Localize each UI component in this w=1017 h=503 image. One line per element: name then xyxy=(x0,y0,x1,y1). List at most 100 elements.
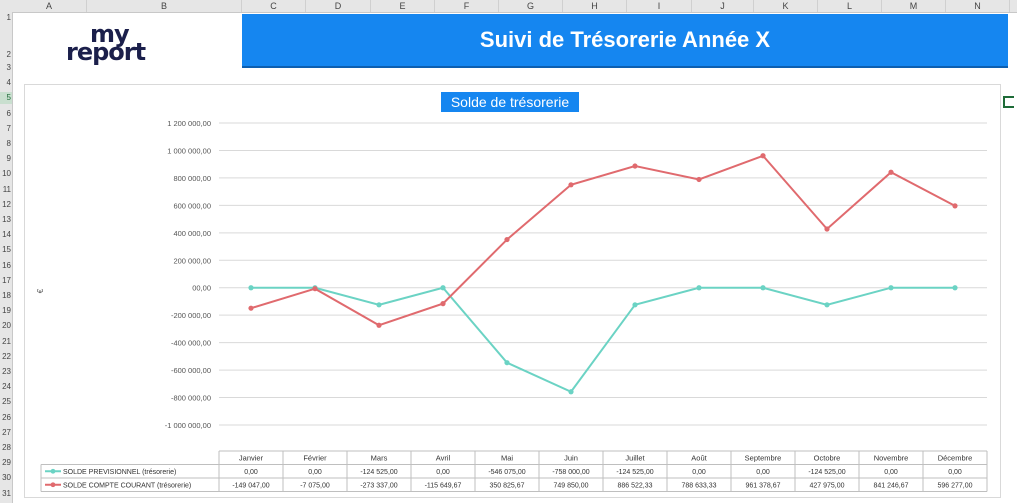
data-point xyxy=(312,286,318,292)
row-header-31[interactable]: 31 xyxy=(2,488,11,498)
column-header-c[interactable]: C xyxy=(242,0,306,12)
data-point xyxy=(952,203,958,209)
row-header-5[interactable]: 5 xyxy=(0,92,12,105)
column-header-b[interactable]: B xyxy=(87,0,242,12)
data-point xyxy=(376,302,382,308)
y-tick-label: -600 000,00 xyxy=(171,366,211,375)
data-table-value: 350 825,67 xyxy=(489,483,524,490)
data-point xyxy=(632,163,638,169)
data-table-value: -273 337,00 xyxy=(360,483,397,490)
row-header-24[interactable]: 24 xyxy=(2,382,11,392)
page-title-banner: Suivi de Trésorerie Année X xyxy=(242,14,1008,68)
data-table-value: -546 075,00 xyxy=(488,469,525,476)
x-category-label: Octobre xyxy=(814,454,841,463)
row-header-3[interactable]: 3 xyxy=(6,63,11,72)
chart-title-background xyxy=(441,92,579,112)
column-header-e[interactable]: E xyxy=(371,0,435,12)
row-header-7[interactable]: 7 xyxy=(6,123,11,133)
row-header-1[interactable]: 1 xyxy=(6,13,11,22)
row-header-18[interactable]: 18 xyxy=(2,291,11,300)
data-table-value: 749 850,00 xyxy=(553,483,588,490)
x-category-label: Janvier xyxy=(239,454,264,463)
data-table-value: 961 378,67 xyxy=(745,483,780,490)
column-header-l[interactable]: L xyxy=(818,0,882,12)
column-header-j[interactable]: J xyxy=(692,0,754,12)
row-header-27[interactable]: 27 xyxy=(2,427,11,437)
data-table-value: -7 075,00 xyxy=(300,483,330,490)
x-category-label: Septembre xyxy=(745,454,782,463)
data-table-value: 0,00 xyxy=(692,469,706,476)
data-point xyxy=(824,226,830,232)
data-table-value: 0,00 xyxy=(948,469,962,476)
selected-cell-indicator xyxy=(1003,96,1014,108)
row-header-25[interactable]: 25 xyxy=(2,397,11,407)
x-category-label: Juillet xyxy=(625,454,645,463)
data-point xyxy=(568,182,574,188)
y-tick-label: 200 000,00 xyxy=(173,256,211,265)
data-point xyxy=(440,285,446,291)
data-table-value: -124 525,00 xyxy=(616,469,653,476)
data-point xyxy=(248,305,254,311)
data-point xyxy=(696,285,702,291)
row-header-22[interactable]: 22 xyxy=(2,351,11,361)
y-tick-label: 600 000,00 xyxy=(173,201,211,210)
x-category-label: Décembre xyxy=(938,454,973,463)
column-header-d[interactable]: D xyxy=(306,0,371,12)
logo-text-line2: report xyxy=(66,38,146,66)
data-table-value: 0,00 xyxy=(244,469,258,476)
row-header-29[interactable]: 29 xyxy=(2,458,11,468)
column-header-a[interactable]: A xyxy=(12,0,87,12)
column-header-g[interactable]: G xyxy=(499,0,563,12)
row-header-20[interactable]: 20 xyxy=(2,321,11,331)
column-header-n[interactable]: N xyxy=(946,0,1010,12)
row-header-10[interactable]: 10 xyxy=(2,169,11,179)
row-header-8[interactable]: 8 xyxy=(6,139,11,148)
row-header-14[interactable]: 14 xyxy=(2,230,11,240)
y-tick-label: -400 000,00 xyxy=(171,339,211,348)
data-point xyxy=(760,285,766,291)
row-header-26[interactable]: 26 xyxy=(2,412,11,422)
row-header-4[interactable]: 4 xyxy=(6,78,11,88)
row-header-2[interactable]: 2 xyxy=(6,50,11,59)
column-header-k[interactable]: K xyxy=(754,0,818,12)
row-header-28[interactable]: 28 xyxy=(2,443,11,452)
data-table-value: 841 246,67 xyxy=(873,483,908,490)
row-header-23[interactable]: 23 xyxy=(2,367,11,376)
cash-balance-chart[interactable]: Solde de trésorerie 1 200 000,00 1 000 000… xyxy=(25,85,1000,497)
data-table-value: 427 975,00 xyxy=(809,483,844,490)
row-header-17[interactable]: 17 xyxy=(2,275,11,285)
chart-container[interactable]: Solde de trésorerie 1 200 000,00 1 000 000… xyxy=(24,84,1001,498)
row-header-30[interactable]: 30 xyxy=(2,473,11,483)
y-tick-label: 800 000,00 xyxy=(173,174,211,183)
row-header-12[interactable]: 12 xyxy=(2,199,11,209)
data-point xyxy=(504,360,510,366)
row-header-15[interactable]: 15 xyxy=(2,245,11,255)
x-category-label: Février xyxy=(303,454,327,463)
data-table-value: -115 649,67 xyxy=(425,483,462,490)
data-point xyxy=(504,236,510,243)
page-title: Suivi de Trésorerie Année X xyxy=(479,27,771,52)
column-header-f[interactable]: F xyxy=(435,0,499,12)
row-header-21[interactable]: 21 xyxy=(2,336,11,346)
data-point xyxy=(760,153,766,159)
data-point xyxy=(952,285,958,291)
y-tick-label: -800 000,00 xyxy=(171,394,211,403)
column-header-h[interactable]: H xyxy=(563,0,627,12)
row-header-9[interactable]: 9 xyxy=(6,154,11,164)
y-axis-label: € xyxy=(36,288,45,293)
row-header-11[interactable]: 11 xyxy=(2,184,11,194)
data-table-value: 596 277,00 xyxy=(937,483,972,490)
data-point xyxy=(696,176,702,183)
row-header-19[interactable]: 19 xyxy=(2,306,11,316)
column-header-i[interactable]: I xyxy=(627,0,692,12)
column-header-m[interactable]: M xyxy=(882,0,946,12)
series-line-1 xyxy=(251,286,955,394)
row-header-13[interactable]: 13 xyxy=(2,215,11,224)
row-header-16[interactable]: 16 xyxy=(2,260,11,270)
y-tick-label: 400 000,00 xyxy=(173,229,211,238)
data-point xyxy=(888,169,894,175)
myreport-logo: my report xyxy=(62,20,172,66)
row-header-6[interactable]: 6 xyxy=(6,108,11,118)
data-table-value: 0,00 xyxy=(436,469,450,476)
